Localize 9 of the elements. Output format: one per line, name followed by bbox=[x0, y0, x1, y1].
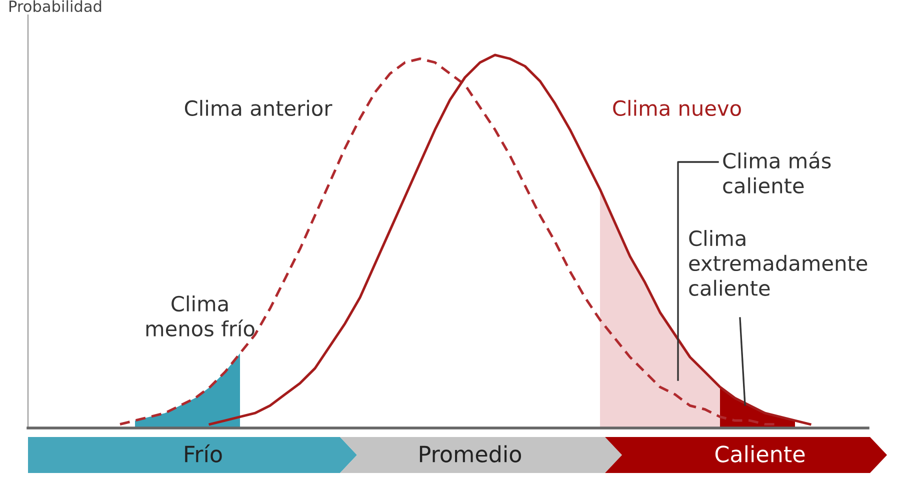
text: Clima extremadamente caliente bbox=[689, 230, 868, 296]
text: Caliente bbox=[715, 445, 805, 462]
y-axis-title: Probabilidad bbox=[10, 0, 102, 12]
text: Clima más caliente bbox=[723, 152, 831, 194]
series-label: Clima menos frío bbox=[146, 295, 254, 336]
text: Frío bbox=[185, 444, 222, 462]
text: Clima nuevo bbox=[613, 100, 741, 116]
series-label: Clima anterior bbox=[184, 100, 332, 116]
text: Promedio bbox=[420, 445, 522, 462]
